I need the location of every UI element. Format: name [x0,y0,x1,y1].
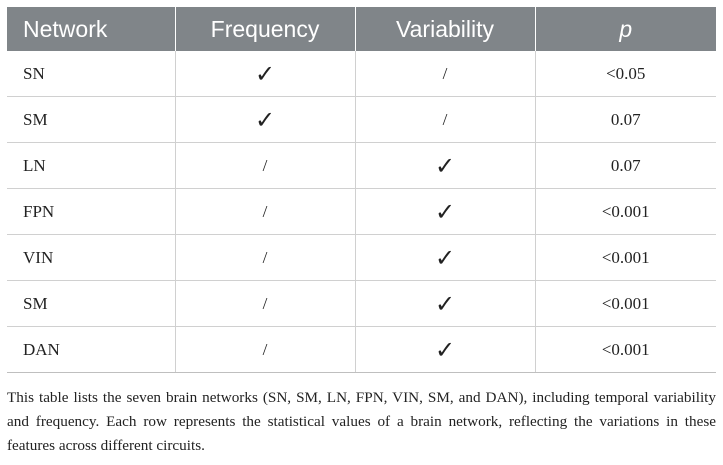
table-header: Network Frequency Variability p [7,7,716,51]
header-variability: Variability [355,7,536,51]
cell-frequency: / [175,188,356,235]
table-row: SM ✓ / 0.07 [7,96,716,143]
cell-network: DAN [7,326,176,373]
cell-frequency: / [175,142,356,189]
cell-p: <0.05 [535,51,716,97]
cell-p: <0.001 [535,326,716,373]
cell-network: SM [7,280,176,327]
cell-frequency: ✓ [175,96,356,143]
table-caption: This table lists the seven brain network… [7,389,716,454]
cell-p: <0.001 [535,280,716,327]
table-row: SM / ✓ <0.001 [7,280,716,327]
cell-variability: ✓ [355,142,536,189]
cell-variability: ✓ [355,188,536,235]
cell-variability: / [355,96,536,143]
cell-network: SN [7,51,176,97]
cell-network: FPN [7,188,176,235]
table-body: SN ✓ / <0.05 SM ✓ / 0.07 LN / ✓ 0.07 FPN… [7,51,716,373]
cell-p: 0.07 [535,142,716,189]
cell-p: <0.001 [535,234,716,281]
table-row: DAN / ✓ <0.001 [7,326,716,373]
table-row: FPN / ✓ <0.001 [7,188,716,235]
header-network: Network [7,7,176,51]
data-table: Network Frequency Variability p SN ✓ / <… [7,7,716,373]
cell-frequency: / [175,234,356,281]
table-row: VIN / ✓ <0.001 [7,234,716,281]
cell-variability: ✓ [355,280,536,327]
cell-frequency: ✓ [175,51,356,97]
header-row: Network Frequency Variability p [7,7,716,51]
cell-variability: / [355,51,536,97]
table-row: LN / ✓ 0.07 [7,142,716,189]
table-row: SN ✓ / <0.05 [7,51,716,97]
cell-p: <0.001 [535,188,716,235]
cell-p: 0.07 [535,96,716,143]
cell-variability: ✓ [355,326,536,373]
cell-variability: ✓ [355,234,536,281]
cell-network: SM [7,96,176,143]
cell-frequency: / [175,326,356,373]
header-frequency: Frequency [175,7,356,51]
cell-frequency: / [175,280,356,327]
cell-network: LN [7,142,176,189]
header-p: p [535,7,716,51]
cell-network: VIN [7,234,176,281]
